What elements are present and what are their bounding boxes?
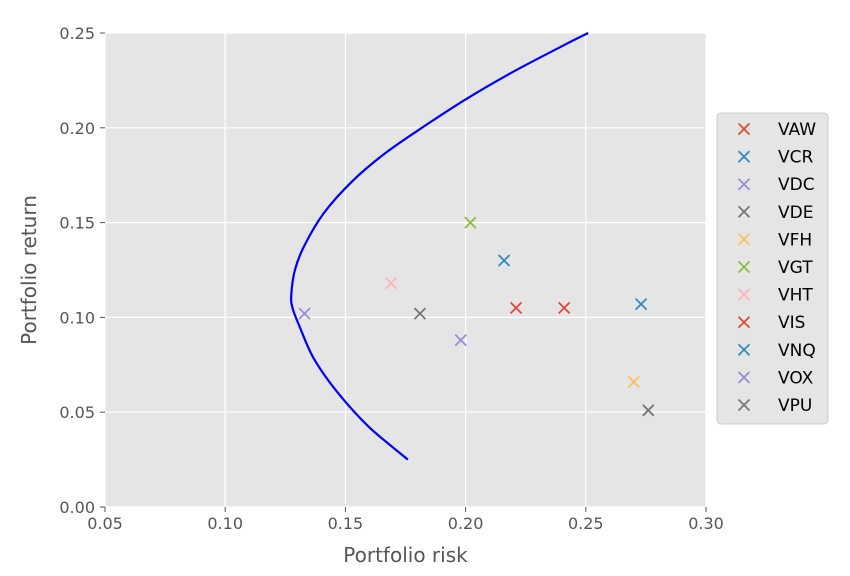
point-vaw — [558, 301, 571, 315]
point-vis — [509, 301, 523, 315]
x-tick-label: 0.05 — [87, 514, 123, 533]
y-tick-label: 0.10 — [59, 308, 95, 327]
point-vpu — [642, 404, 655, 417]
x-tick-label: 0.10 — [207, 514, 243, 533]
legend-marker-vnq — [737, 343, 751, 356]
legend-label-vpu: VPU — [778, 396, 812, 416]
legend-marker-vis — [737, 316, 751, 329]
legend-marker-vde — [737, 205, 751, 218]
legend-marker-vaw — [737, 122, 751, 136]
legend-label-vfh: VFH — [778, 230, 812, 250]
legend-marker-vgt — [737, 260, 751, 274]
legend-marker-vcr — [737, 150, 751, 163]
legend-box — [716, 112, 829, 425]
point-vcr — [497, 254, 511, 267]
data-points — [298, 216, 655, 417]
legend-label-vgt: VGT — [778, 258, 813, 278]
point-vde — [413, 307, 427, 320]
y-tick-label: 0.25 — [59, 24, 95, 43]
legend: VAW VCR VDC VDE VFH VGT VHT VIS VNQ VOX VPU — [716, 112, 829, 425]
legend-label-vde: VDE — [778, 203, 813, 223]
point-vox — [298, 307, 311, 320]
legend-label-vox: VOX — [778, 368, 814, 388]
y-axis-ticks: 0.00 0.05 0.10 0.15 0.20 0.25 — [59, 24, 105, 517]
grid — [104, 32, 707, 508]
x-tick-label: 0.30 — [688, 514, 724, 533]
legend-label-vdc: VDC — [778, 175, 815, 195]
point-vht — [384, 277, 398, 290]
point-vfh — [627, 375, 641, 389]
legend-label-vaw: VAW — [778, 120, 816, 140]
point-vnq — [634, 297, 648, 311]
point-vgt — [464, 216, 477, 229]
x-tick-label: 0.20 — [448, 514, 484, 533]
legend-marker-vht — [737, 288, 751, 301]
y-tick-label: 0.00 — [59, 498, 95, 517]
y-tick-label: 0.15 — [59, 214, 95, 233]
point-vdc — [454, 334, 467, 347]
y-tick-label: 0.05 — [59, 403, 95, 422]
y-tick-label: 0.20 — [59, 119, 95, 138]
x-axis-ticks: 0.05 0.10 0.15 0.20 0.25 0.30 — [87, 507, 724, 533]
legend-label-vcr: VCR — [778, 148, 813, 168]
legend-marker-vfh — [737, 233, 751, 246]
x-axis-label: Portfolio risk — [343, 543, 468, 567]
legend-marker-vdc — [737, 178, 751, 191]
y-axis-label: Portfolio return — [17, 195, 41, 345]
legend-label-vht: VHT — [778, 286, 813, 306]
efficient-frontier-line — [290, 32, 589, 461]
plot-background — [105, 33, 706, 507]
x-tick-label: 0.15 — [328, 514, 364, 533]
legend-label-vnq: VNQ — [778, 341, 816, 361]
legend-marker-vpu — [737, 398, 751, 412]
x-tick-label: 0.25 — [568, 514, 604, 533]
legend-label-vis: VIS — [778, 313, 805, 333]
legend-marker-vox — [737, 371, 751, 384]
